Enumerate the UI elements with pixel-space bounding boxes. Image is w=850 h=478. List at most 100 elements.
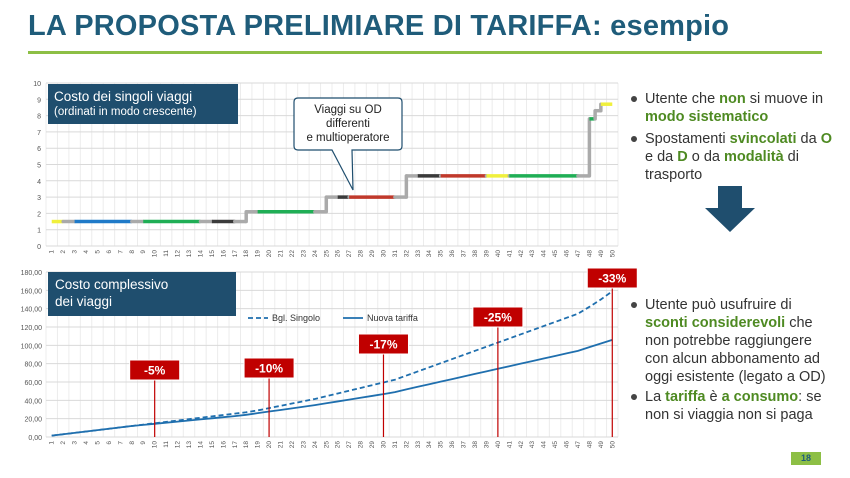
bullet-text-part: D <box>677 149 688 165</box>
chart2-x-tick: 36 <box>449 441 456 449</box>
chart1-x-tick: 15 <box>209 250 216 258</box>
bullet-text-part: modalità <box>724 149 784 165</box>
chart2-marker-label: -5% <box>144 364 166 378</box>
bullet-text-part: a consumo <box>721 389 799 405</box>
chart2-x-tick: 3 <box>72 441 79 445</box>
bullet-text-part: e da <box>645 149 678 165</box>
chart2-marker-box <box>586 267 638 289</box>
chart2-x-tick: 26 <box>335 441 342 449</box>
chart1-y-tick: 3 <box>37 195 41 202</box>
chart1-x-tick: 29 <box>369 250 376 258</box>
chart2-x-tick: 5 <box>94 441 101 445</box>
chart1-x-tick: 10 <box>152 250 159 258</box>
chart1-x-tick: 37 <box>461 250 468 258</box>
chart1-y-tick: 1 <box>37 228 41 235</box>
down-arrow-icon <box>705 186 755 232</box>
chart1-callout-text: differenti <box>326 118 370 130</box>
chart2-x-tick: 44 <box>541 441 548 449</box>
chart1-x-tick: 11 <box>163 250 170 257</box>
chart2-x-tick: 47 <box>575 441 582 449</box>
bullet-text-part: O <box>820 131 832 147</box>
chart1-x-tick: 46 <box>564 250 571 258</box>
chart2-x-tick: 4 <box>83 441 90 445</box>
chart1-title-box <box>48 84 238 124</box>
chart1-x-tick: 17 <box>232 250 239 258</box>
chart1-x-tick: 44 <box>541 250 548 258</box>
chart1-x-tick: 31 <box>392 250 399 258</box>
chart1-x-tick: 3 <box>72 250 79 254</box>
chart2-x-tick: 6 <box>106 441 113 445</box>
chart2-x-tick: 13 <box>186 441 193 449</box>
bullet-text-part: Spostamenti <box>645 131 730 147</box>
chart2-x-tick: 18 <box>243 441 250 449</box>
page-number: 18 <box>791 452 821 465</box>
chart2-y-tick: 0,00 <box>28 435 42 442</box>
bullet-text-part: modo sistematico <box>645 109 769 125</box>
chart2-title: Costo complessivo <box>55 277 168 292</box>
chart1-y-tick: 9 <box>37 97 41 104</box>
chart1-x-tick: 20 <box>266 250 273 258</box>
chart2-x-tick: 27 <box>346 441 353 449</box>
bullet-text-part: è <box>705 389 722 405</box>
chart2-y-tick: 120,00 <box>21 325 43 332</box>
chart1-x-tick: 48 <box>586 250 593 258</box>
chart1-x-tick: 36 <box>449 250 456 258</box>
bullet-dot <box>631 96 637 102</box>
chart2-title-box <box>48 272 236 316</box>
chart2-legend-label: Nuova tariffa <box>367 313 418 323</box>
bullet-text-part: Utente che <box>645 91 720 107</box>
chart1-x-tick: 28 <box>358 250 365 258</box>
chart2-x-tick: 40 <box>495 441 502 449</box>
chart2-x-tick: 42 <box>518 441 525 449</box>
chart2-x-tick: 39 <box>483 441 490 449</box>
chart2-x-tick: 30 <box>380 441 387 449</box>
chart1-x-tick: 41 <box>506 250 513 258</box>
chart1-x-tick: 23 <box>300 250 307 258</box>
chart1-y-tick: 6 <box>37 146 41 153</box>
chart1-x-tick: 47 <box>575 250 582 258</box>
chart1-title: Costo dei singoli viaggi <box>54 89 192 104</box>
chart1-x-tick: 50 <box>609 250 616 258</box>
chart2-x-tick: 25 <box>323 441 330 449</box>
chart2-x-tick: 38 <box>472 441 479 449</box>
chart2-x-tick: 45 <box>552 441 559 449</box>
chart2-y-tick: 40,00 <box>24 398 42 405</box>
chart2-y-tick: 80,00 <box>24 362 42 369</box>
chart2-marker-label: -10% <box>255 362 283 376</box>
chart2-marker-box <box>129 359 181 381</box>
chart1-x-tick: 7 <box>117 250 124 254</box>
bullet-dot <box>631 394 637 400</box>
chart2-x-tick: 46 <box>564 441 571 449</box>
chart2-x-tick: 37 <box>461 441 468 449</box>
bullet-text-part: si muove in <box>745 91 824 107</box>
chart2-x-tick: 2 <box>60 441 67 445</box>
chart1-x-tick: 34 <box>426 250 433 258</box>
chart1-y-tick: 7 <box>37 130 41 137</box>
chart2-y-tick: 20,00 <box>24 417 42 424</box>
bullet-bottom-1: La tariffa è a consumo: se non si viaggi… <box>645 388 835 424</box>
chart2-x-tick: 12 <box>175 441 182 449</box>
chart2-x-tick: 19 <box>255 441 262 449</box>
chart2-x-tick: 14 <box>197 441 204 449</box>
chart2-y-tick: 60,00 <box>24 380 42 387</box>
bullet-top-1: Spostamenti svincolati da O e da D o da … <box>645 130 835 184</box>
chart2-y-tick: 160,00 <box>21 288 43 295</box>
chart1-x-tick: 35 <box>438 250 445 258</box>
chart2-x-tick: 41 <box>506 441 513 449</box>
bullet-text-part: di trasporto <box>645 149 799 183</box>
chart2-x-tick: 21 <box>278 441 285 449</box>
chart1-y-tick: 0 <box>37 244 41 251</box>
chart1-x-tick: 32 <box>403 250 410 258</box>
bullet-text-part: da <box>796 131 821 147</box>
chart2-x-tick: 33 <box>415 441 422 449</box>
chart2-y-tick: 180,00 <box>21 270 43 277</box>
chart1-x-tick: 16 <box>220 250 227 258</box>
chart1-x-tick: 12 <box>175 250 182 258</box>
chart2-x-tick: 17 <box>232 441 239 449</box>
chart1-y-tick: 8 <box>37 114 41 121</box>
bullet-bottom-0: Utente può usufruire di sconti considere… <box>645 296 835 386</box>
chart1-callout <box>293 97 403 191</box>
chart1-x-tick: 1 <box>49 250 56 254</box>
chart2-x-tick: 22 <box>289 441 296 449</box>
chart1-y-tick: 4 <box>37 179 41 186</box>
